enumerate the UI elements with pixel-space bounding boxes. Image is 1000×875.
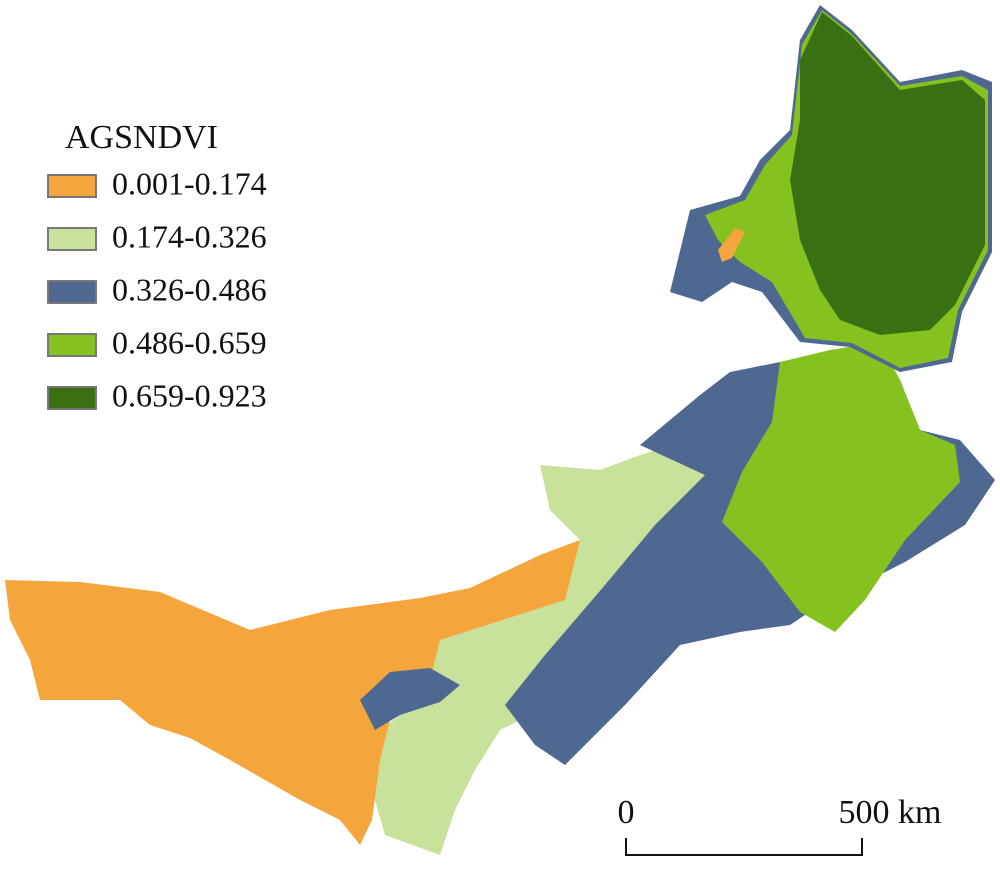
scale-start-label: 0 xyxy=(618,794,635,831)
legend-swatch xyxy=(47,386,97,410)
legend-swatch xyxy=(47,174,97,198)
legend-label: 0.326-0.486 xyxy=(112,271,267,307)
scale-bar: 0 500 km xyxy=(618,794,942,856)
legend-title: AGSNDVI xyxy=(65,119,218,156)
region-lake-orange xyxy=(718,228,745,262)
map-regions xyxy=(5,5,995,855)
legend-label: 0.001-0.174 xyxy=(112,165,267,201)
region-river-green xyxy=(360,668,460,730)
legend-label: 0.659-0.923 xyxy=(112,377,267,413)
region-orange xyxy=(5,540,580,845)
legend-swatch xyxy=(47,333,97,357)
legend-swatch xyxy=(47,280,97,304)
legend-label: 0.486-0.659 xyxy=(112,324,267,360)
legend-label: 0.174-0.326 xyxy=(112,218,267,254)
scale-end-label: 500 km xyxy=(839,794,942,831)
legend-swatch xyxy=(47,227,97,251)
region-northeast-dark-green xyxy=(790,12,985,335)
region-light-green xyxy=(372,440,720,855)
legend-items: 0.001-0.174 0.174-0.326 0.326-0.486 0.486-0… xyxy=(47,165,267,413)
region-green xyxy=(722,342,960,632)
scale-line xyxy=(625,838,863,856)
legend: AGSNDVI 0.001-0.174 0.174-0.326 0.326-0.48… xyxy=(47,119,267,413)
